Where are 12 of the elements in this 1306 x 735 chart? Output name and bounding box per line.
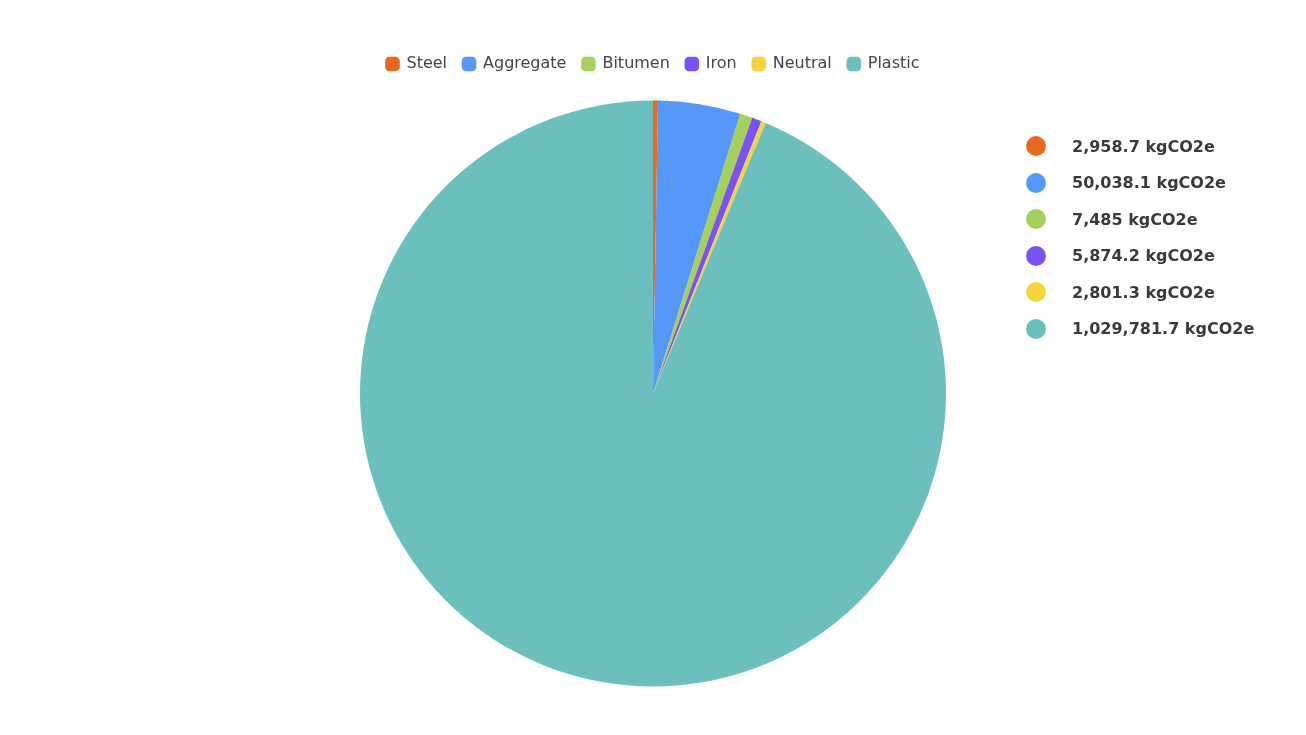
legend-label: Steel: [406, 53, 448, 73]
text: 2,958.7 kgCO2e: [1072, 136, 1215, 156]
legend-label: Bitumen: [602, 53, 670, 73]
text: 7,485 kgCO2e: [1072, 209, 1198, 229]
legend-label: Aggregate: [483, 53, 567, 73]
legend-label: Iron: [705, 53, 737, 73]
legend-label: Plastic: [867, 53, 920, 73]
legend-label: Neutral: [772, 53, 832, 73]
text: 50,038.1 kgCO2e: [1072, 173, 1226, 193]
text: 2,801.3 kgCO2e: [1072, 282, 1215, 302]
text: 5,874.2 kgCO2e: [1072, 246, 1215, 266]
text: 1,029,781.7 kgCO2e: [1072, 319, 1255, 339]
